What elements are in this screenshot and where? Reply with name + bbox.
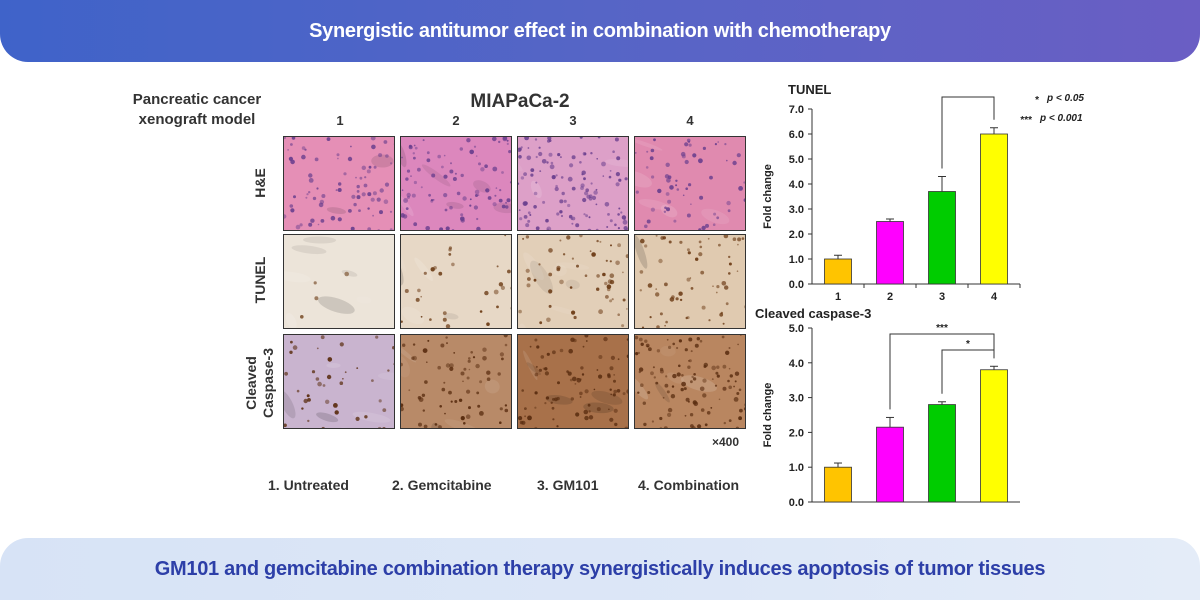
chart-2-sig-label-2: * <box>966 339 970 350</box>
chart-2-bar-1 <box>824 466 852 503</box>
p-legend-text-1: p < 0.05 <box>1046 93 1084 104</box>
chart-1-ytick-label: 2.0 <box>789 229 804 241</box>
model-label-line-1: Pancreatic cancer <box>132 91 262 108</box>
chart-1-sig-bracket-1 <box>941 96 995 169</box>
tile-he-3 <box>517 136 629 231</box>
tile-he-2 <box>400 136 512 231</box>
chart-2-sig-label-1: *** <box>936 323 948 334</box>
chart-1-xtick-label: 1 <box>835 291 841 303</box>
chart-2-bar-4 <box>980 369 1008 503</box>
chart-1-ytick-label: 4.0 <box>789 179 804 191</box>
chart-2-sig-bracket-1 <box>889 333 995 410</box>
tile-he-1 <box>283 136 395 231</box>
treatment-legend-3: 3. GM101 <box>537 477 599 493</box>
chart-1-bar-2 <box>876 221 904 285</box>
p-legend-symbol-1: * <box>1035 95 1039 106</box>
chart-2-ylabel: Fold change <box>762 383 774 448</box>
chart-1-xtick-label: 4 <box>991 291 998 303</box>
column-number-2: 2 <box>452 113 460 128</box>
header-title: Synergistic antitumor effect in combinat… <box>309 19 891 42</box>
chart-2-ytick-label: 0.0 <box>789 497 804 509</box>
treatment-legend-2: 2. Gemcitabine <box>392 477 492 493</box>
chart-2-ytick-label: 2.0 <box>789 427 804 439</box>
chart-1-ytick-label: 3.0 <box>789 204 804 216</box>
header-banner: Synergistic antitumor effect in combinat… <box>0 0 1200 62</box>
chart-1-ylabel: Fold change <box>762 164 774 229</box>
p-legend-symbol-2: *** <box>1020 115 1032 126</box>
chart-1-ytick-label: 5.0 <box>789 154 804 166</box>
p-legend-text-2: p < 0.001 <box>1039 113 1083 124</box>
chart-1-title: TUNEL <box>788 82 831 97</box>
tile-he-4 <box>634 136 746 231</box>
chart-1-ytick-label: 0.0 <box>789 279 804 291</box>
tile-tunel-1 <box>283 234 395 329</box>
treatment-legend-4: 4. Combination <box>638 477 740 493</box>
chart-2-bar-3 <box>928 404 956 503</box>
chart-1-ytick-label: 7.0 <box>789 104 804 116</box>
chart-1-ytick-label: 6.0 <box>789 129 804 141</box>
chart-1-xtick-label: 2 <box>887 291 893 303</box>
tile-tunel-2 <box>400 234 512 329</box>
tile-tunel-4 <box>634 234 746 329</box>
chart-2-ytick-label: 1.0 <box>789 462 804 474</box>
chart-2-ytick-label: 5.0 <box>789 323 804 335</box>
column-number-1: 1 <box>336 113 344 128</box>
column-number-3: 3 <box>569 113 577 128</box>
chart-2-bar-2 <box>876 426 904 503</box>
tile-tunel-3 <box>517 234 629 329</box>
chart-2-title: Cleaved caspase-3 <box>755 306 871 321</box>
chart-2-ytick-label: 4.0 <box>789 358 804 370</box>
tile-casp-4 <box>634 334 746 429</box>
tile-casp-2 <box>400 334 512 429</box>
chart-1-bar-1 <box>824 258 852 285</box>
footer-text: GM101 and gemcitabine combination therap… <box>154 557 1046 580</box>
chart-1-ytick-label: 1.0 <box>789 254 804 266</box>
chart-1-bar-4 <box>980 133 1008 285</box>
tile-casp-1 <box>283 334 395 429</box>
model-label: Pancreatic cancer xenograft model <box>112 90 282 130</box>
footer-banner: GM101 and gemcitabine combination therap… <box>0 538 1200 600</box>
magnification-label: ×400 <box>712 435 740 449</box>
chart-1-xtick-label: 3 <box>939 291 945 303</box>
column-number-4: 4 <box>686 113 694 128</box>
treatment-legend-1: 1. Untreated <box>268 477 349 493</box>
model-label-line-2: xenograft model <box>138 111 256 128</box>
chart-2-ytick-label: 3.0 <box>789 393 804 405</box>
chart-1-bar-3 <box>928 191 956 285</box>
tile-casp-3 <box>517 334 629 429</box>
chart-2-sig-bracket-2 <box>941 349 995 394</box>
cell-line-label: MIAPaCa-2 <box>470 91 570 112</box>
